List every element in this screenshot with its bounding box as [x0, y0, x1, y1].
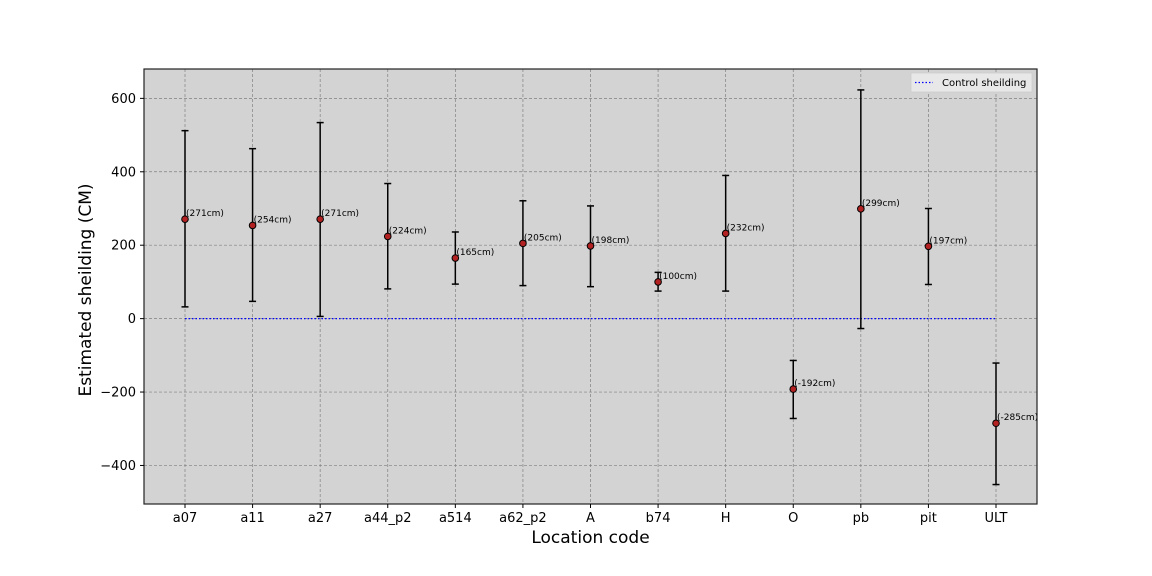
data-label: (271cm)	[186, 209, 224, 219]
x-tick-label: pb	[853, 511, 870, 526]
legend-label: Control sheilding	[942, 78, 1026, 89]
x-tick-label: a27	[308, 511, 333, 526]
data-label: (254cm)	[254, 215, 292, 225]
x-tick-label: O	[788, 511, 798, 526]
x-axis-title: Location code	[531, 528, 649, 548]
data-label: (271cm)	[321, 209, 359, 219]
y-axis-title: Estimated sheilding (CM)	[76, 183, 96, 396]
y-tick-label: −200	[100, 386, 136, 401]
data-point	[789, 385, 798, 393]
data-point	[181, 215, 189, 223]
x-tick-label: a514	[439, 511, 472, 526]
data-point	[721, 229, 730, 238]
x-tick-label: A	[586, 511, 595, 526]
y-tick-label: 600	[111, 92, 136, 107]
data-points	[181, 205, 1000, 428]
x-tick-label: a44_p2	[364, 511, 412, 526]
data-point	[857, 205, 865, 213]
legend-box	[910, 72, 1033, 93]
x-tick-label: b74	[646, 511, 671, 526]
data-point	[451, 254, 460, 262]
data-label: (-192cm)	[794, 379, 835, 389]
x-tick-label: a07	[173, 511, 198, 526]
y-tick-label: 200	[111, 239, 136, 254]
x-tick-label: ULT	[985, 511, 1008, 526]
data-point	[924, 242, 933, 251]
x-tick-label: a62_p2	[499, 511, 547, 526]
data-label: (205cm)	[524, 233, 562, 243]
data-label: (198cm)	[592, 236, 630, 246]
data-label: (100cm)	[659, 272, 697, 282]
data-point	[383, 232, 392, 241]
data-point	[519, 239, 527, 248]
y-tick-label: 0	[128, 312, 136, 327]
data-point	[586, 242, 595, 250]
data-label: (-285cm)	[997, 413, 1038, 423]
data-point	[316, 215, 324, 223]
data-label: (299cm)	[862, 199, 900, 209]
x-tick-label: H	[721, 511, 731, 526]
legend: Control sheilding	[910, 72, 1033, 93]
data-label: (165cm)	[456, 248, 494, 258]
data-labels: (271cm) (254cm) (271cm) (224cm) (165cm) (205c…	[186, 199, 1038, 423]
data-point	[992, 419, 1000, 428]
data-point	[248, 221, 257, 230]
data-point	[654, 278, 662, 286]
y-tick-label: 400	[111, 165, 136, 180]
y-tick-label: −400	[100, 459, 136, 474]
y-axis: −400 −200 0 200 400 600	[100, 92, 144, 474]
x-tick-label: a11	[240, 511, 265, 526]
data-label: (232cm)	[727, 223, 765, 233]
data-label: (197cm)	[929, 236, 967, 246]
x-tick-label: pit	[920, 511, 937, 526]
data-label: (224cm)	[389, 226, 427, 236]
